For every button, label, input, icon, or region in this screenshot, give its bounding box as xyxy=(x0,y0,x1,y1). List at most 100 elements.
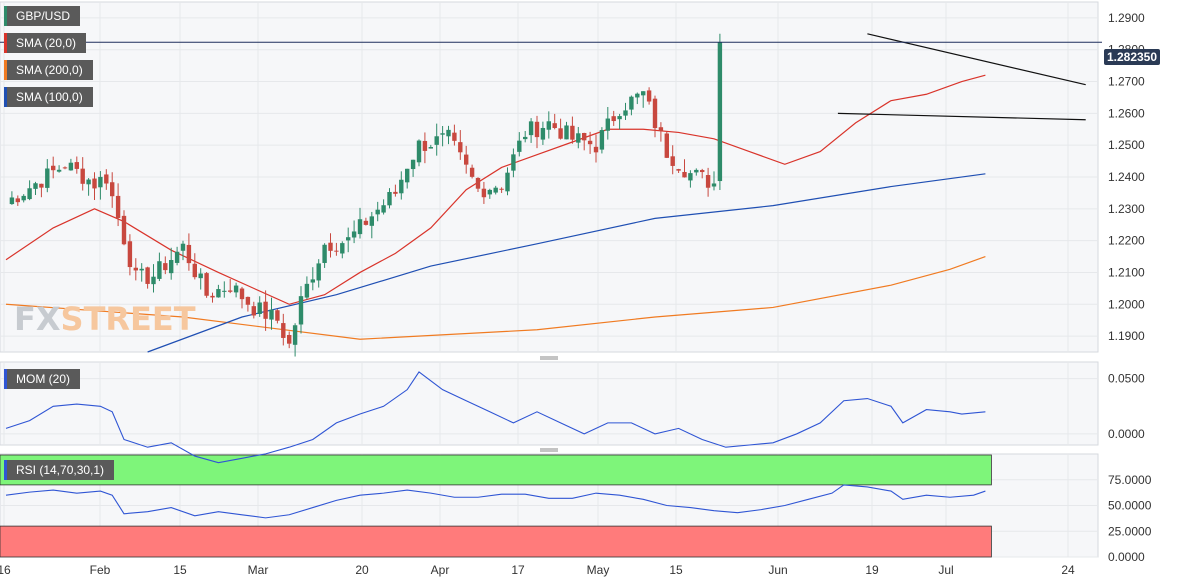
candle xyxy=(210,292,215,303)
candle-body xyxy=(599,130,605,150)
candle xyxy=(629,95,634,116)
candle-body xyxy=(428,147,433,149)
candle xyxy=(688,170,693,188)
candle-body xyxy=(682,171,687,178)
candle-body xyxy=(351,231,357,238)
candle xyxy=(15,195,20,206)
candle-body xyxy=(304,283,310,298)
candle xyxy=(115,183,121,227)
candle xyxy=(257,296,262,317)
candle-body xyxy=(80,168,85,184)
candle xyxy=(552,113,557,130)
candle xyxy=(86,178,91,196)
legend-rsi-label: RSI (14,70,30,1) xyxy=(16,463,105,477)
candle-body xyxy=(469,167,475,177)
candle-body xyxy=(375,209,380,215)
candle xyxy=(174,246,180,266)
candle-body xyxy=(281,323,286,338)
candle-body xyxy=(458,142,463,153)
candle-body xyxy=(546,121,551,130)
oscillator-lines xyxy=(5,371,986,519)
candle-body xyxy=(287,334,292,344)
legend-sma200[interactable]: SMA (200,0) xyxy=(4,60,93,80)
candle xyxy=(204,272,209,298)
candle xyxy=(363,217,369,226)
candle-body xyxy=(145,267,150,284)
candle-body xyxy=(576,133,581,143)
candle-body xyxy=(169,259,174,274)
y-tick-label: 1.2200 xyxy=(1108,234,1145,248)
candle-body xyxy=(198,273,203,279)
candle xyxy=(33,181,38,195)
candle-body xyxy=(263,301,268,319)
rsi-tick-label: 0.0000 xyxy=(1108,550,1145,564)
candle-body xyxy=(593,146,599,153)
candle xyxy=(664,131,669,159)
candle xyxy=(576,126,581,149)
candle xyxy=(405,168,410,189)
candle-body xyxy=(381,205,386,213)
candle xyxy=(694,168,699,176)
candle xyxy=(587,131,593,154)
candle xyxy=(422,132,428,164)
legend-mom[interactable]: MOM (20) xyxy=(4,369,80,389)
candle xyxy=(328,233,333,258)
candle xyxy=(346,227,351,253)
rsi-tick-label: 25.0000 xyxy=(1108,524,1152,538)
candle-body xyxy=(717,42,723,182)
candle xyxy=(599,127,605,154)
x-tick-label: Jul xyxy=(938,563,953,577)
candle-body xyxy=(700,170,705,173)
y-tick-label: 1.2900 xyxy=(1108,11,1145,25)
candle xyxy=(416,139,422,167)
legend-sma20[interactable]: SMA (20,0) xyxy=(4,33,87,53)
candle-body xyxy=(617,116,622,120)
candle-body xyxy=(641,91,646,96)
candle xyxy=(375,201,380,222)
candle xyxy=(27,180,32,201)
candle-body xyxy=(275,310,280,321)
candle xyxy=(186,233,192,271)
candle xyxy=(387,188,392,209)
candle-body xyxy=(446,129,451,137)
candle xyxy=(133,258,138,281)
mom-line xyxy=(5,371,986,464)
candle xyxy=(570,116,575,144)
candles xyxy=(9,33,723,357)
candle-body xyxy=(440,133,445,135)
candle-body xyxy=(611,116,616,122)
candle-body xyxy=(629,96,634,110)
candle-body xyxy=(269,309,274,320)
candle xyxy=(127,234,133,276)
candle xyxy=(151,264,156,293)
candle-body xyxy=(369,216,374,226)
x-tick-label: 15 xyxy=(669,563,683,577)
rsi-zones xyxy=(0,454,992,558)
candle-body xyxy=(51,165,56,171)
candle-body xyxy=(481,188,487,198)
candle-body xyxy=(523,136,528,140)
candle-body xyxy=(534,121,540,138)
candle-body xyxy=(517,140,522,152)
legend-sma100[interactable]: SMA (100,0) xyxy=(4,87,93,107)
x-tick-label: 24 xyxy=(1061,563,1075,577)
y-tick-label: 1.1900 xyxy=(1108,329,1145,343)
candle xyxy=(121,210,127,246)
x-tick-label: May xyxy=(587,563,610,577)
legend-rsi[interactable]: RSI (14,70,30,1) xyxy=(4,460,115,480)
candle-body xyxy=(74,162,79,169)
candle-body xyxy=(688,173,693,181)
legend-instrument[interactable]: GBP/USD xyxy=(4,6,81,26)
watermark-street: STREET xyxy=(60,300,196,338)
candle xyxy=(623,102,628,121)
candle xyxy=(275,309,280,324)
candle-body xyxy=(493,187,498,193)
candle xyxy=(228,279,233,294)
candle xyxy=(635,92,640,105)
candle-body xyxy=(56,169,62,172)
candle-body xyxy=(405,168,410,183)
candle-body xyxy=(357,219,363,235)
candle-body xyxy=(62,167,68,169)
candle-body xyxy=(322,244,327,263)
